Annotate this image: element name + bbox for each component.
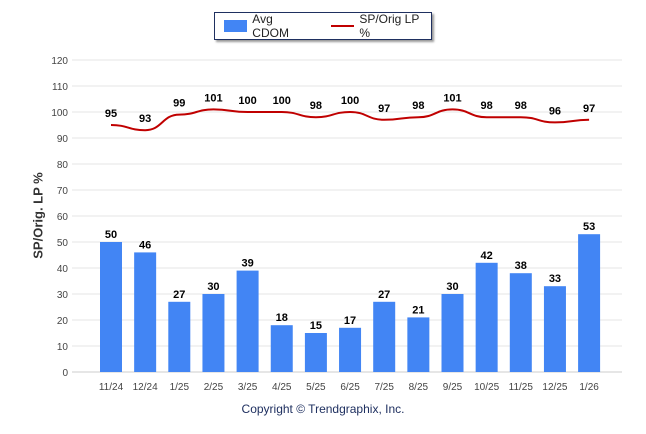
bar-data-label: 42 (481, 250, 493, 262)
bar (100, 242, 122, 372)
x-tick-label: 1/26 (579, 382, 599, 393)
bar-data-label: 30 (207, 281, 219, 293)
copyright: Copyright © Trendgraphix, Inc. (241, 402, 405, 416)
y-tick-label: 10 (57, 342, 69, 353)
y-tick-label: 50 (57, 238, 69, 249)
line-data-label: 97 (378, 103, 390, 115)
line-data-label: 98 (515, 100, 527, 112)
x-tick-label: 9/25 (443, 382, 463, 393)
line-series (110, 108, 590, 132)
line-data-label: 97 (583, 103, 595, 115)
bar (304, 333, 327, 372)
bar-data-label: 46 (139, 239, 151, 251)
bar-data-label: 27 (378, 289, 390, 301)
x-tick-label: 5/25 (306, 382, 326, 393)
bar (543, 286, 566, 372)
x-tick-label: 11/24 (99, 382, 124, 393)
bar (441, 294, 464, 372)
line-data-label: 98 (310, 100, 322, 112)
bar-data-label: 30 (446, 281, 458, 293)
x-tick-label: 7/25 (374, 382, 394, 393)
line-data-label: 93 (139, 113, 151, 125)
line-data-label: 101 (443, 92, 461, 104)
bar (270, 325, 293, 372)
y-tick-label: 70 (57, 186, 69, 197)
bar (373, 301, 396, 372)
line-data-label: 100 (238, 95, 256, 107)
bar-data-label: 27 (173, 289, 185, 301)
line-data-label: 100 (273, 95, 291, 107)
line-data-label: 99 (173, 98, 185, 110)
bar-data-label: 21 (412, 304, 424, 316)
y-tick-label: 110 (52, 82, 68, 93)
x-tick-label: 3/25 (238, 382, 258, 393)
y-tick-label: 120 (51, 56, 68, 67)
x-tick-label: 10/25 (474, 382, 499, 393)
y-tick-label: 60 (57, 212, 69, 223)
bar-data-label: 53 (583, 221, 595, 233)
bar-data-label: 39 (241, 258, 253, 270)
x-tick-label: 12/25 (542, 382, 567, 393)
bar (475, 262, 498, 372)
bar-data-label: 38 (515, 260, 527, 272)
bar-data-label: 17 (344, 315, 356, 327)
bar (168, 301, 191, 372)
y-tick-label: 0 (62, 368, 68, 379)
y-tick-label: 100 (51, 108, 68, 119)
x-tick-label: 1/25 (170, 382, 190, 393)
x-tick-label: 2/25 (204, 382, 224, 393)
bar-data-label: 18 (276, 312, 288, 324)
y-tick-label: 80 (57, 160, 69, 171)
bar-data-label: 50 (105, 229, 117, 241)
y-tick-label: 90 (57, 134, 69, 145)
legend-label-cdom: Avg CDOM (252, 12, 289, 40)
bar (407, 317, 430, 372)
line-data-label: 98 (412, 100, 424, 112)
line-data-label: 96 (549, 105, 561, 117)
bar (509, 273, 532, 372)
line-data-label: 100 (341, 95, 359, 107)
line-data-label: 98 (481, 100, 493, 112)
y-tick-label: 40 (57, 264, 69, 275)
legend: Avg CDOM SP/Orig LP % (214, 12, 432, 40)
line-data-label: 101 (204, 92, 222, 104)
x-tick-label: 12/24 (133, 382, 158, 393)
legend-bar-swatch (224, 20, 248, 32)
x-tick-label: 11/25 (509, 382, 534, 393)
y-axis-label: SP/Orig. LP % (30, 172, 46, 259)
bar (202, 294, 225, 372)
bar-data-label: 15 (310, 320, 322, 332)
x-tick-label: 4/25 (272, 382, 292, 393)
bar (578, 234, 601, 372)
y-tick-label: 30 (57, 290, 69, 301)
bar-data-label: 33 (549, 273, 561, 285)
y-tick-label: 20 (57, 316, 69, 327)
legend-line-swatch (331, 25, 355, 27)
bar (236, 270, 259, 372)
bar (339, 327, 362, 372)
line-data-label: 95 (105, 108, 117, 120)
x-tick-label: 8/25 (409, 382, 429, 393)
x-tick-label: 6/25 (340, 382, 360, 393)
bar (134, 252, 157, 372)
legend-label-splp: SP/Orig LP % (359, 12, 420, 40)
